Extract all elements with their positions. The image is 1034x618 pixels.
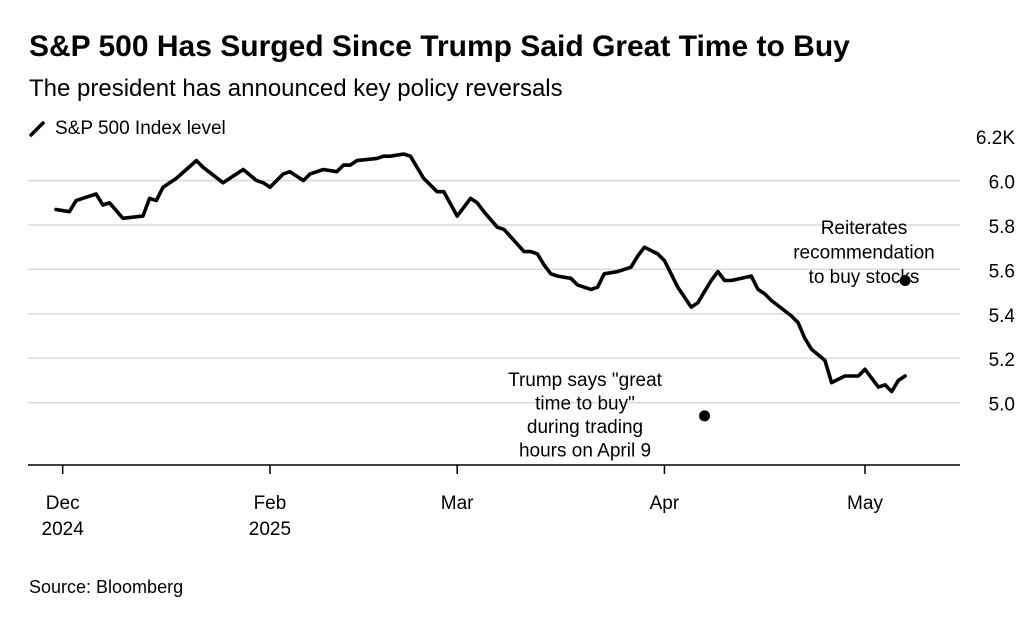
annotation-line: hours on April 9 xyxy=(519,441,651,462)
annotation-line: Trump says "great xyxy=(508,370,663,391)
x-tick-label: Dec xyxy=(46,493,80,514)
annotation-dot-may xyxy=(899,275,911,286)
y-tick-label: 6.2K xyxy=(976,128,1015,149)
x-tick-label: May xyxy=(847,493,883,514)
y-tick-label: 5.0 xyxy=(989,395,1015,416)
annotation-line: time to buy" xyxy=(535,394,635,415)
y-tick-label: 6.0 xyxy=(989,173,1015,194)
y-tick-label: 5.2 xyxy=(989,350,1015,371)
chart-subtitle: The president has announced key policy r… xyxy=(29,75,563,102)
chart-title: S&P 500 Has Surged Since Trump Said Grea… xyxy=(29,30,850,63)
annotation-line: Reiterates xyxy=(821,218,908,239)
legend-line-swatch xyxy=(29,121,45,137)
x-tick-label: Apr xyxy=(650,493,680,514)
series-line xyxy=(54,152,907,394)
y-tick-label: 5.6 xyxy=(989,261,1015,282)
source-note: Source: Bloomberg xyxy=(29,577,184,597)
y-tick-label: 5.8 xyxy=(989,217,1015,238)
legend-label: S&P 500 Index level xyxy=(55,118,226,139)
annotation-line: to buy stocks xyxy=(809,267,920,288)
y-tick-label: 5.4 xyxy=(989,306,1016,327)
x-tick-label: Mar xyxy=(441,493,474,514)
annotation-dot-april-9 xyxy=(699,410,711,422)
annotation-text-may: Reiterates recommendation to buy stocks xyxy=(793,218,935,288)
x-tick-sublabel: 2024 xyxy=(42,519,85,540)
annotation-text-april-9: Trump says "great time to buy" during trad… xyxy=(508,370,663,462)
x-tick-label: Feb xyxy=(254,493,287,514)
x-tick-sublabel: 2025 xyxy=(249,519,291,540)
legend: S&P 500 Index level xyxy=(29,118,226,140)
annotation-line: during trading xyxy=(527,417,643,438)
annotation-line: recommendation xyxy=(793,243,935,264)
